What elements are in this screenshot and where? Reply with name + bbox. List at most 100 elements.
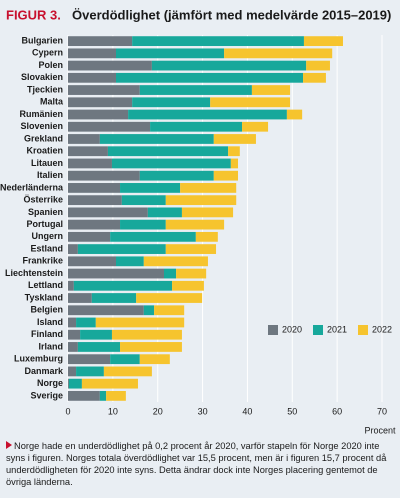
- y-tick-label: Italien: [37, 170, 63, 180]
- y-tick-label: Grekland: [24, 133, 63, 143]
- y-tick-label: Danmark: [24, 366, 64, 376]
- bar-segment: [68, 342, 78, 352]
- bar-segment: [68, 305, 144, 316]
- chart: FIGUR 3. Överdödlighet (jämfört med mede…: [0, 7, 396, 435]
- y-tick-label: Polen: [38, 60, 63, 70]
- bar-segment: [106, 390, 126, 401]
- bar-segment: [68, 85, 140, 95]
- bar-segment: [150, 121, 243, 132]
- bar-segment: [121, 195, 166, 206]
- x-tick-label: 40: [242, 406, 252, 416]
- bar-segment: [68, 378, 82, 389]
- bar-segment: [73, 280, 173, 291]
- bar-segment: [91, 293, 137, 303]
- bar-segment: [68, 268, 164, 279]
- bar-segment: [136, 293, 203, 303]
- bar-segment: [230, 158, 239, 169]
- bar-segment: [99, 134, 214, 144]
- y-tick-label: Malta: [40, 97, 64, 107]
- bar-segment: [128, 109, 287, 120]
- marker: [6, 441, 12, 449]
- bar-segment: [76, 366, 104, 377]
- y-tick-label: Norge: [37, 378, 63, 388]
- bar-segment: [115, 48, 225, 59]
- bar-segment: [132, 97, 211, 108]
- bar-segment: [143, 256, 208, 267]
- bar-segment: [115, 72, 304, 83]
- x-tick-label: 10: [108, 406, 118, 416]
- x-tick-label: 20: [153, 406, 163, 416]
- y-tick-label: Slovakien: [21, 72, 63, 82]
- bar-segment: [306, 60, 330, 71]
- y-tick-label: Belgien: [30, 305, 63, 315]
- x-axis-label: Procent: [364, 425, 396, 435]
- bar-segment: [303, 72, 326, 83]
- bar-segment: [242, 121, 269, 132]
- y-tick-label: Cypern: [32, 48, 63, 58]
- bar-segment: [68, 280, 74, 291]
- bar-segment: [111, 329, 182, 340]
- x-tick-label: 30: [198, 406, 208, 416]
- legend-label: 2020: [282, 324, 302, 334]
- bar-segment: [68, 231, 111, 242]
- bar-segment: [68, 195, 122, 206]
- bar-segment: [68, 60, 152, 71]
- bar-segment: [68, 378, 69, 389]
- bar-segment: [107, 146, 229, 157]
- legend-swatch: [313, 325, 323, 335]
- legend-label: 2022: [372, 324, 392, 334]
- bar-segment: [139, 85, 252, 95]
- y-tick-label: Ungern: [32, 231, 64, 241]
- bar-segment: [111, 158, 231, 169]
- bar-segment: [286, 109, 303, 120]
- x-tick-label: 60: [332, 406, 342, 416]
- bar-segment: [68, 256, 116, 267]
- y-tick-label: Luxemburg: [14, 354, 63, 364]
- bar-segment: [68, 158, 112, 169]
- bar-segment: [68, 97, 133, 108]
- bar-segment: [68, 72, 116, 83]
- legend-swatch: [268, 325, 278, 335]
- figure-label: FIGUR 3.: [6, 7, 61, 22]
- bar-segment: [80, 329, 112, 340]
- bar-segment: [68, 146, 108, 157]
- y-tick-label: Liechtenstein: [5, 268, 63, 278]
- y-tick-label: Nederländerna: [0, 182, 64, 192]
- bar-segment: [165, 219, 225, 230]
- y-tick-label: Estland: [30, 243, 63, 253]
- y-tick-label: Island: [37, 317, 63, 327]
- legend-swatch: [358, 325, 368, 335]
- bar-segment: [303, 36, 343, 47]
- y-tick-label: Finland: [31, 329, 63, 339]
- bar-segment: [68, 109, 129, 120]
- bar-segment: [103, 366, 152, 377]
- bar-segment: [165, 244, 217, 254]
- bar-segment: [228, 146, 240, 157]
- bar-segment: [68, 366, 77, 377]
- bar-segment: [154, 305, 185, 316]
- bar-segment: [210, 97, 291, 108]
- bar-segment: [180, 183, 237, 193]
- bar-segment: [115, 256, 144, 267]
- x-tick-label: 70: [377, 406, 387, 416]
- bar-segment: [68, 329, 81, 340]
- y-tick-label: Litauen: [31, 158, 63, 168]
- bar-segment: [68, 134, 100, 144]
- bar-segment: [68, 121, 151, 132]
- bar-segment: [68, 390, 100, 401]
- bar-segment: [251, 85, 291, 95]
- bar-segment: [77, 244, 166, 254]
- bar-segment: [81, 378, 138, 389]
- chart-title: Överdödlighet (jämfört med medelvärde 20…: [72, 7, 391, 22]
- y-tick-label: Bulgarien: [21, 35, 63, 45]
- bar-segment: [172, 280, 204, 291]
- bar-segment: [68, 36, 133, 47]
- bar-segment: [120, 219, 166, 230]
- bar-segment: [132, 36, 304, 47]
- bar-segment: [224, 48, 333, 59]
- bar-segment: [120, 342, 182, 352]
- y-tick-label: Irland: [38, 341, 63, 351]
- bar-segment: [77, 342, 121, 352]
- bar-segment: [99, 390, 107, 401]
- bar-segment: [68, 317, 77, 328]
